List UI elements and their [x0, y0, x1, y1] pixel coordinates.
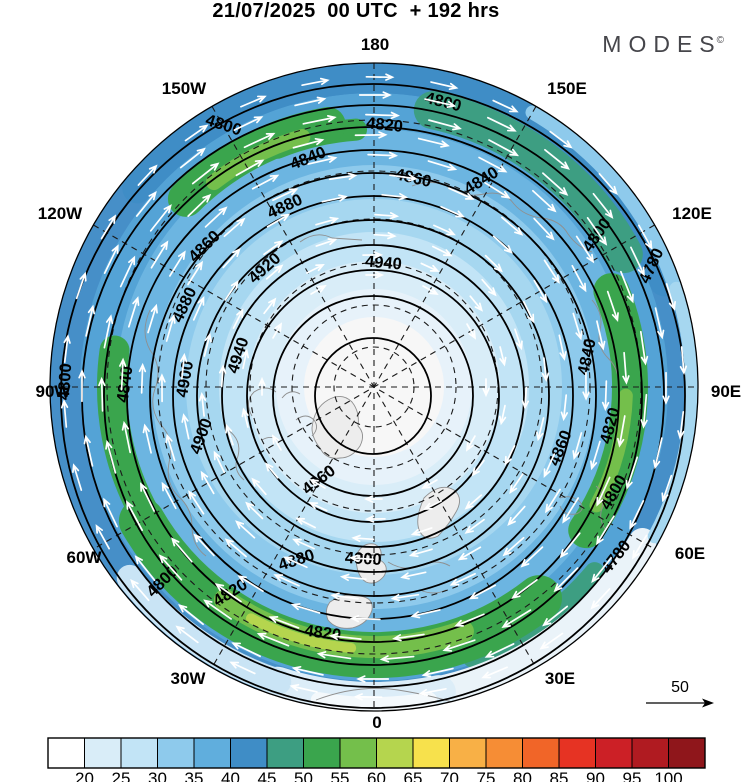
colorbar-cell [303, 737, 341, 769]
colorbar-cell [230, 737, 268, 769]
colorbar-cell [84, 737, 122, 769]
colorbar-cell [339, 737, 377, 769]
figure-title: 21/07/2025 00 UTC + 192 hrs [212, 0, 500, 22]
longitude-labels: 180 150W 150E 120W 120E 90W 90E 60W 60E 30W 30E 0 [36, 35, 742, 732]
coastline-scandinavia [417, 486, 460, 539]
colorbar-cell [558, 737, 596, 769]
longitude-label: 0 [372, 713, 381, 732]
modes-logo-text: MODES [602, 31, 722, 57]
graticule [50, 63, 698, 711]
longitude-label: 60E [675, 544, 705, 563]
colorbar-tick-label: 90 [586, 769, 605, 782]
coastline-canadian-arctic [248, 387, 317, 443]
longitude-label: 150E [547, 79, 587, 98]
colorbar-tick-label: 60 [367, 769, 386, 782]
coastline-british-isles [355, 543, 387, 584]
colorbar-tick-label: 65 [404, 769, 423, 782]
longitude-label: 120W [38, 204, 83, 223]
reference-arrow-value: 50 [671, 679, 689, 696]
colorbar-cell [266, 737, 304, 769]
colorbar-cell [120, 737, 158, 769]
longitude-label: 90E [711, 382, 741, 401]
longitude-label: 150W [162, 79, 207, 98]
coastline-alaska-coast [299, 234, 363, 243]
longitude-label: 90W [36, 382, 72, 401]
coastline-greenland [311, 396, 363, 459]
wind-arrows [60, 73, 688, 701]
colorbar-tick-label: 20 [75, 769, 94, 782]
coastline-hudson-bay [227, 429, 245, 481]
colorbar-tick-label: 85 [550, 769, 569, 782]
colorbar-tick-label: 50 [294, 769, 313, 782]
colorbar-cell [412, 737, 450, 769]
colorbar-tick-label: 30 [148, 769, 167, 782]
colorbar-cell [47, 737, 85, 769]
longitude-label: 60W [67, 548, 103, 567]
colorbar-cell [631, 737, 669, 769]
colorbar-tick-label: 25 [112, 769, 131, 782]
reference-arrow-head [702, 698, 714, 708]
colorbar-tick-label: 35 [185, 769, 204, 782]
contour-label: 4800 [55, 363, 76, 401]
colorbar-cell [193, 737, 231, 769]
colorbar-cell [157, 737, 195, 769]
colorbar-cell [449, 737, 487, 769]
reference-arrow-legend: 50 [646, 679, 714, 708]
longitude-label: 180 [361, 35, 389, 54]
contour-label: 4820 [365, 114, 403, 136]
wind-speed-band-patches [97, 63, 698, 711]
contour-label: 4840 [114, 365, 137, 404]
map-boundary-circle [49, 62, 699, 712]
contour-label: 4820 [303, 622, 342, 645]
coastlines [144, 182, 619, 707]
longitude-label: 120E [672, 204, 712, 223]
copyright-mark: © [716, 35, 724, 46]
colorbar-tick-label: 40 [221, 769, 240, 782]
colorbar-cell [595, 737, 633, 769]
colorbar-tick-label: 100 [654, 769, 682, 782]
colorbar-tick-label: 80 [513, 769, 532, 782]
longitude-label: 30W [171, 669, 207, 688]
colorbar-tick-label: 95 [623, 769, 642, 782]
colorbar-tick-label: 55 [331, 769, 350, 782]
colorbar-tick-label: 75 [477, 769, 496, 782]
colorbar-cell [376, 737, 414, 769]
colorbar: 20 25 30 35 40 45 50 55 60 65 70 75 80 85 90 95 100 [47, 737, 706, 782]
modes-logo: MODES© [602, 31, 724, 58]
longitude-label: 30E [545, 669, 575, 688]
colorbar-cell [668, 737, 706, 769]
colorbar-cell [522, 737, 560, 769]
colorbar-tick-label: 70 [440, 769, 459, 782]
colorbar-tick-label: 45 [258, 769, 277, 782]
colorbar-cell [485, 737, 523, 769]
